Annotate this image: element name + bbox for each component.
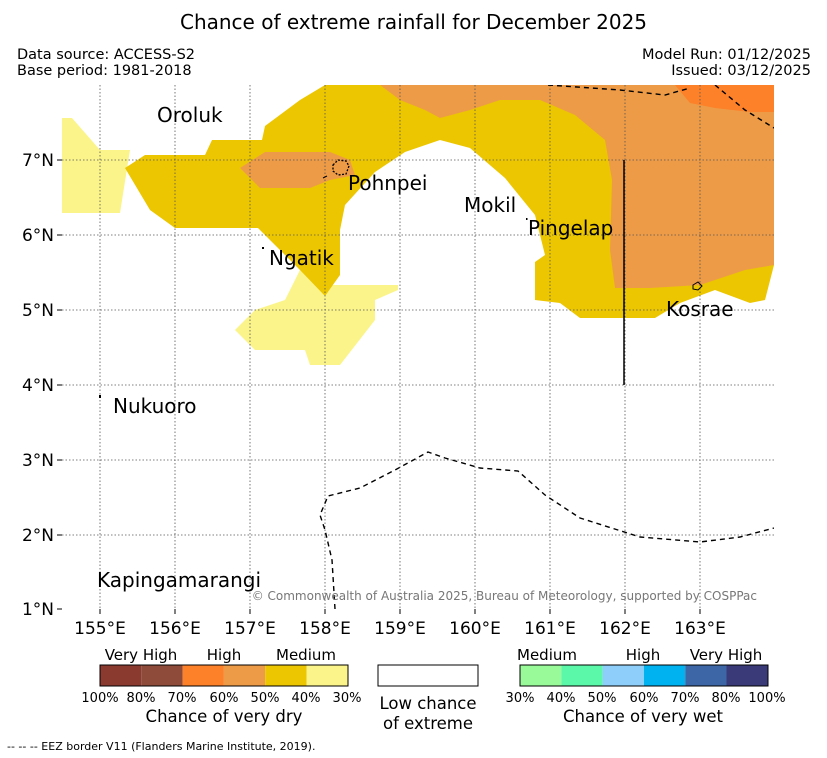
lon-label: 155°E: [74, 619, 126, 639]
legend-wet-frame: [519, 664, 769, 687]
lon-label: 159°E: [374, 619, 426, 639]
pohnpei-reef: [322, 175, 328, 179]
legend-wet-tick: 70%: [671, 691, 700, 706]
lon-label: 161°E: [524, 619, 576, 639]
legend-wet-caption: Chance of very wet: [563, 707, 724, 726]
place-label-kosrae: Kosrae: [666, 297, 734, 321]
model-run-text: Model Run: 01/12/2025: [641, 47, 811, 63]
place-label-nukuoro: Nukuoro: [113, 394, 197, 418]
region-high-50: [240, 152, 355, 188]
lon-label: 160°E: [449, 619, 501, 639]
legend-wet-category: Medium: [517, 646, 577, 664]
legend-wet-swatch: [643, 665, 686, 686]
data-source-text: Data source: ACCESS-S2: [17, 47, 196, 63]
legend-low-chance: Low chance of extreme: [377, 664, 479, 733]
copyright-text: © Commonwealth of Australia 2025, Bureau…: [252, 589, 757, 603]
legend-wet-swatch: [685, 665, 727, 686]
legend-wet-swatch: [561, 665, 603, 686]
legend-dry-swatch: [306, 665, 348, 686]
legend-dry: Very High High Medium 100% 80% 70% 60% 5…: [81, 646, 361, 726]
legend-wet-tick: 30%: [506, 691, 535, 706]
legend-dry-tick: 40%: [292, 691, 321, 706]
legend-wet: Medium High Very High 30% 40% 50% 60% 70…: [506, 646, 786, 726]
legend-wet-swatch: [726, 665, 768, 686]
lat-label: 4°N: [22, 376, 54, 396]
legend-dry-swatch: [182, 665, 224, 686]
legend-dry-swatch: [100, 665, 142, 686]
legend-dry-caption: Chance of very dry: [146, 707, 303, 726]
legend-wet-tick: 40%: [547, 691, 576, 706]
nukuoro-atoll: [99, 395, 101, 398]
place-label-pohnpei: Pohnpei: [348, 171, 428, 195]
legend-dry-category: High: [207, 646, 241, 664]
legend-dry-tick: 100%: [81, 691, 118, 706]
legend-wet-swatch: [520, 665, 562, 686]
legend-dry-frame: [99, 664, 349, 687]
eez-borders: [319, 85, 774, 609]
base-period-text: Base period: 1981-2018: [17, 63, 192, 79]
legend-low-caption-2: of extreme: [383, 714, 473, 733]
place-label-kapingamarangi: Kapingamarangi: [97, 568, 261, 592]
legend-dry-category: Medium: [276, 646, 336, 664]
region-high-50-east: [380, 85, 774, 288]
lat-label: 7°N: [22, 151, 54, 171]
lon-label: 158°E: [299, 619, 351, 639]
legend-low-swatch: [377, 664, 479, 687]
eez-footnote: -- -- -- EEZ border V11 (Flanders Marine…: [7, 740, 316, 753]
legend-wet-swatch: [602, 665, 644, 686]
page-title: Chance of extreme rainfall for December …: [179, 10, 648, 34]
axis-ticks: [57, 159, 701, 614]
lon-label: 163°E: [674, 619, 726, 639]
legend-wet-category: Very High: [690, 646, 763, 664]
region-medium-30-south: [235, 270, 398, 365]
region-high-60: [675, 85, 774, 112]
pingelap-atoll: [526, 218, 528, 220]
place-label-mokil: Mokil: [464, 193, 516, 217]
issued-text: Issued: 03/12/2025: [671, 63, 811, 79]
legend-wet-tick: 50%: [588, 691, 617, 706]
legend-dry-tick: 60%: [210, 691, 239, 706]
kosrae-island: [692, 281, 703, 291]
legend-dry-category: Very High: [105, 646, 178, 664]
legend-wet-tick: 100%: [748, 691, 785, 706]
legend-dry-swatch: [265, 665, 307, 686]
legend-dry-tick: 50%: [251, 691, 280, 706]
legend-wet-tick: 80%: [712, 691, 741, 706]
pohnpei-island: [332, 159, 350, 176]
lat-label: 6°N: [22, 226, 54, 246]
legend-dry-swatch: [223, 665, 266, 686]
place-label-oroluk: Oroluk: [157, 103, 223, 127]
latitude-labels: 7°N 6°N 5°N 4°N 3°N 2°N 1°N: [22, 151, 54, 620]
lat-label: 5°N: [22, 301, 54, 321]
lon-label: 157°E: [224, 619, 276, 639]
legend-dry-tick: 30%: [333, 691, 362, 706]
lat-label: 2°N: [22, 526, 54, 546]
legend-wet-category: High: [626, 646, 660, 664]
place-label-pingelap: Pingelap: [528, 216, 613, 240]
lon-label: 162°E: [599, 619, 651, 639]
lon-label: 156°E: [149, 619, 201, 639]
legend-dry-swatch: [141, 665, 183, 686]
legend-dry-tick: 70%: [168, 691, 197, 706]
lat-label: 3°N: [22, 451, 54, 471]
lat-label: 1°N: [22, 600, 54, 620]
ngatik-atoll: [262, 247, 264, 249]
legend-dry-tick: 80%: [127, 691, 156, 706]
map-plot-area: Oroluk Pohnpei Mokil Pingelap Ngatik Kos…: [62, 85, 774, 609]
place-label-ngatik: Ngatik: [269, 246, 334, 270]
legend-wet-tick: 60%: [630, 691, 659, 706]
legend-low-caption-1: Low chance: [379, 694, 476, 713]
longitude-labels: 155°E 156°E 157°E 158°E 159°E 160°E 161°…: [74, 619, 726, 639]
region-medium-30: [62, 118, 130, 213]
